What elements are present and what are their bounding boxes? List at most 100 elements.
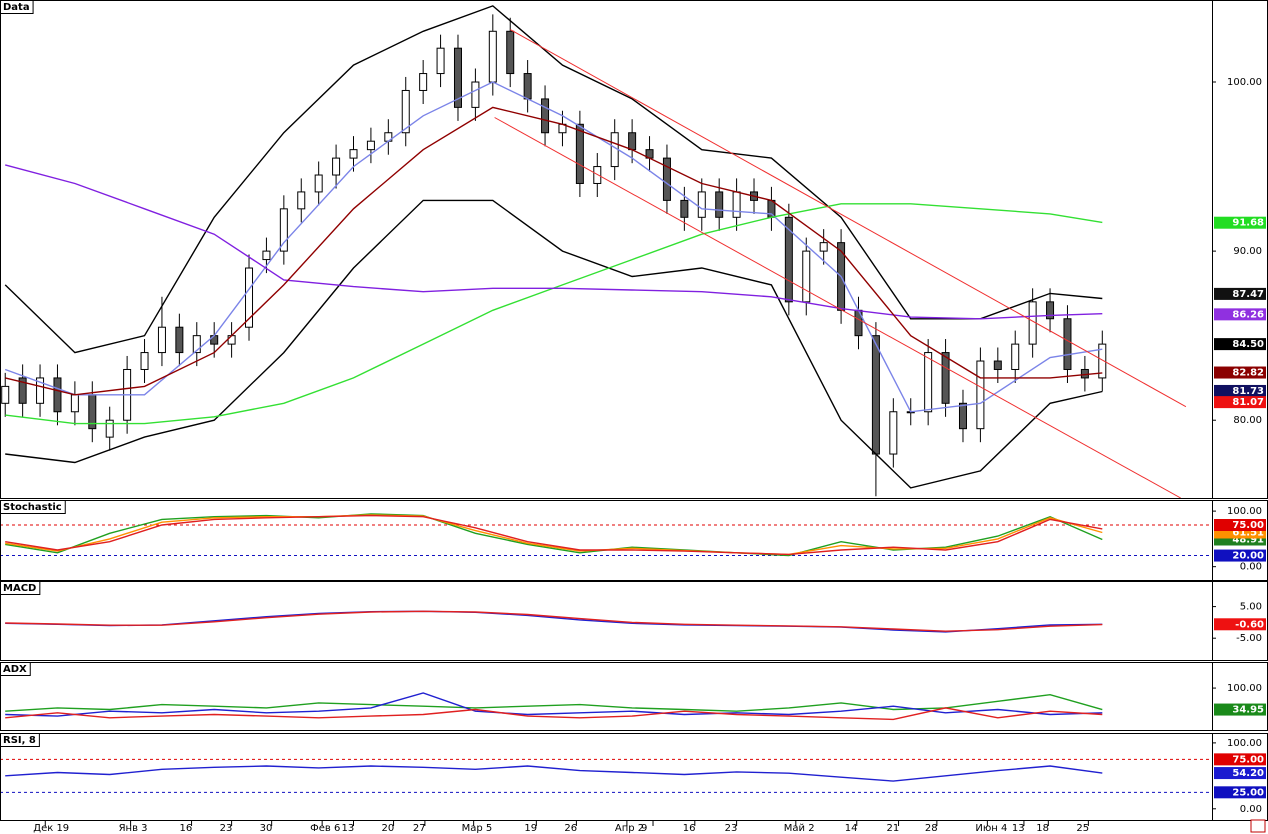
candle-body <box>575 123 584 184</box>
x-tick-label: 23 <box>725 823 738 834</box>
series-line <box>5 199 1103 489</box>
y-tick-label: 80.00 <box>1233 415 1262 426</box>
value-marker-label: 81.07 <box>1232 397 1264 408</box>
level-marker <box>1214 549 1266 562</box>
candle-body <box>1 385 10 404</box>
corner-button <box>1250 819 1266 833</box>
series-line <box>509 29 1187 408</box>
candle-body <box>523 73 532 100</box>
x-tick-label: Мар 5 <box>462 823 493 834</box>
panel-title-box <box>0 500 66 514</box>
x-tick-label: Янв 3 <box>119 823 148 834</box>
x-tick-label: 13 <box>342 823 355 834</box>
y-tick-label: 0.00 <box>1240 804 1262 815</box>
candle-body <box>105 419 114 438</box>
series-line <box>4 5 1103 354</box>
candle-body <box>70 394 79 413</box>
x-tick-label: Апр 2 <box>615 823 644 834</box>
candle-body <box>541 98 550 134</box>
series-line <box>5 692 1103 717</box>
value-marker-label: 87.47 <box>1232 289 1264 300</box>
candle-body <box>924 352 933 413</box>
x-tick-label: 30 <box>260 823 273 834</box>
panel <box>1 5 1187 498</box>
value-marker-label: 84.50 <box>1232 339 1264 350</box>
candle-body <box>18 377 27 404</box>
x-tick-label: 20 <box>382 823 395 834</box>
value-marker <box>1214 703 1266 716</box>
x-tick-label: 25 <box>1076 823 1089 834</box>
value-marker <box>1214 366 1266 379</box>
x-tick-label: 23 <box>220 823 233 834</box>
value-marker-label: 54.20 <box>1232 768 1264 779</box>
series-line <box>5 707 1103 721</box>
candle-body <box>871 335 880 455</box>
value-marker-label: 86.26 <box>1232 309 1264 320</box>
panel-title-box <box>0 733 40 747</box>
candle-body <box>192 335 201 354</box>
candle-body <box>314 174 323 193</box>
panel-title-box <box>0 662 31 676</box>
series-line <box>4 81 1103 413</box>
x-tick-label: 28 <box>925 823 938 834</box>
y-tick-label: 5.00 <box>1240 602 1262 613</box>
candle-body <box>976 360 985 430</box>
candle-body <box>36 377 45 404</box>
x-tick-label: 18 <box>1036 823 1049 834</box>
series-line <box>5 610 1103 632</box>
y-tick-label: 100.00 <box>1227 683 1262 694</box>
value-marker <box>1214 618 1266 631</box>
series-line <box>5 693 1103 712</box>
level-marker-label: 25.00 <box>1232 787 1264 798</box>
value-marker-label: 61.51 <box>1232 527 1264 538</box>
x-tick-label: 26 <box>564 823 577 834</box>
level-marker <box>1214 786 1266 799</box>
x-tick-label: 14 <box>845 823 858 834</box>
candle-body <box>715 191 724 218</box>
candle-body <box>245 267 254 328</box>
panel-title: Stochastic <box>3 502 62 513</box>
candle-body <box>941 352 950 404</box>
candle-body <box>436 47 445 75</box>
candle-body <box>262 250 271 261</box>
candle-body <box>784 216 793 303</box>
value-marker <box>1214 384 1266 397</box>
candle-body <box>1063 318 1072 370</box>
y-tick-label: 0.00 <box>1240 562 1262 573</box>
panel-title: Data <box>3 2 30 13</box>
x-tick-label: 13 <box>1012 823 1025 834</box>
level-marker <box>1214 519 1266 531</box>
candle-body <box>227 335 236 345</box>
series-line <box>494 117 1181 498</box>
value-marker-label: 82.82 <box>1232 368 1264 379</box>
level-marker-label: 20.00 <box>1232 551 1264 562</box>
candle-body <box>680 199 689 218</box>
candle-body <box>279 208 288 252</box>
level-marker <box>1214 753 1266 766</box>
candle-body <box>662 157 671 201</box>
panel-title: MACD <box>3 583 36 594</box>
y-tick-label: 100.00 <box>1227 506 1262 517</box>
candle-body <box>401 89 410 134</box>
panel <box>0 758 1212 793</box>
series-line <box>5 164 1103 320</box>
candle-body <box>802 250 811 303</box>
panel-title: RSI, 8 <box>3 735 36 746</box>
value-marker-label: -0.60 <box>1235 619 1264 630</box>
series-line <box>5 106 1103 396</box>
candle-body <box>53 377 62 413</box>
y-tick-label: 90.00 <box>1233 246 1262 257</box>
value-marker <box>1214 338 1266 351</box>
value-marker <box>1214 308 1266 321</box>
candle-body <box>332 157 341 176</box>
panel <box>5 610 1103 633</box>
x-tick-label: 19 <box>524 823 537 834</box>
candle-body <box>349 149 358 159</box>
candle-body <box>697 191 706 218</box>
candle-body <box>297 191 306 210</box>
x-tick-label: 9 <box>641 823 647 834</box>
series-line <box>5 203 1103 425</box>
y-tick-label: 100.00 <box>1227 738 1262 749</box>
